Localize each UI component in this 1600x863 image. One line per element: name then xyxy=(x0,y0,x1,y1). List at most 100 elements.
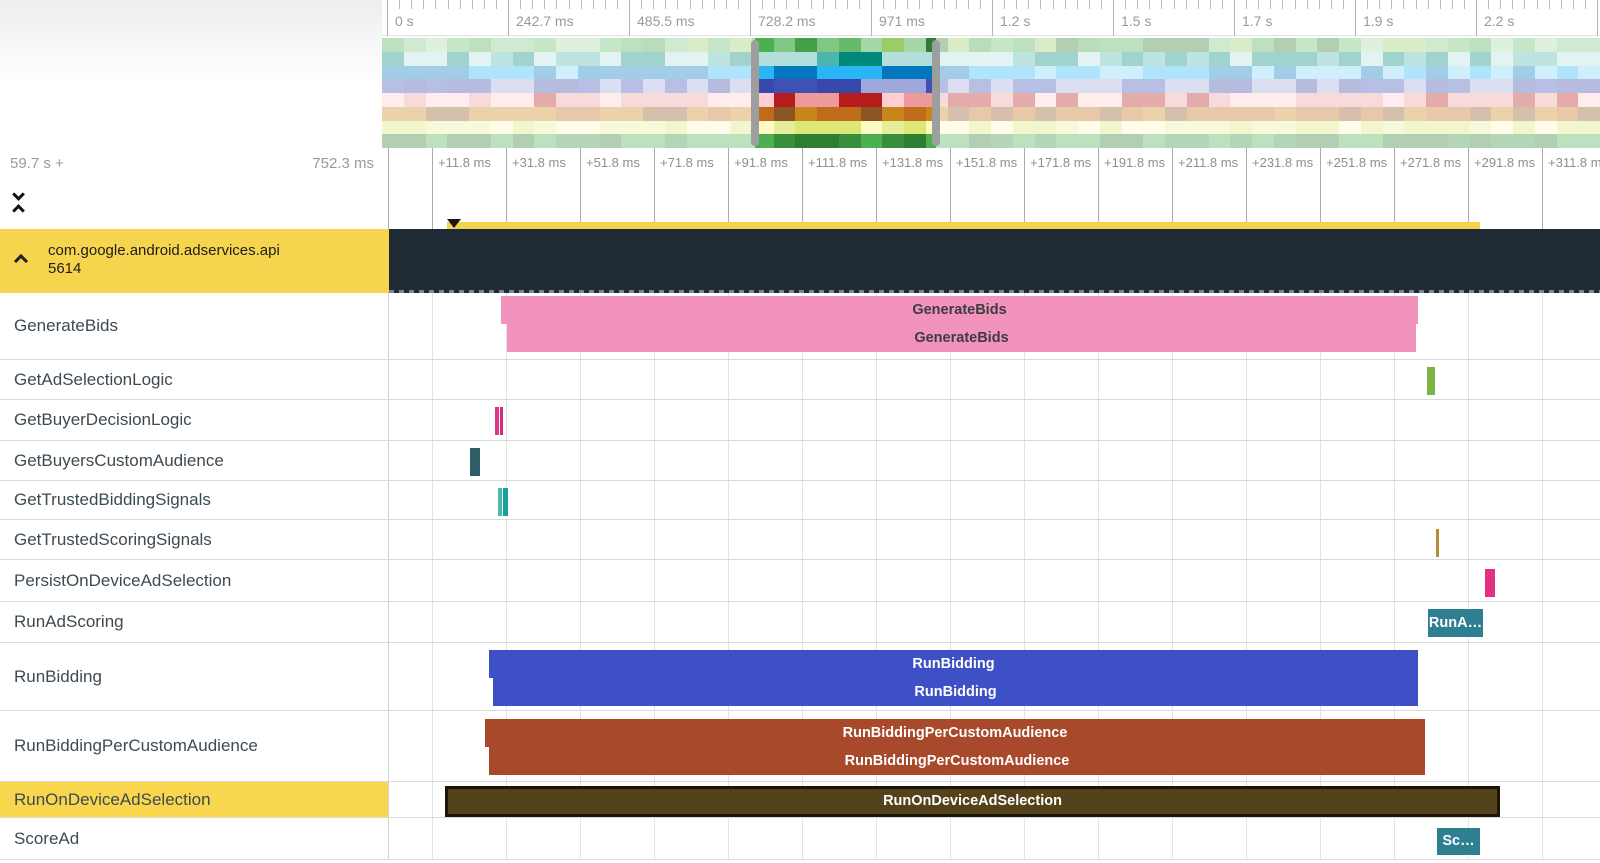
slice-RunA…[interactable]: RunA… xyxy=(1428,609,1483,637)
slice-label: Sc… xyxy=(1442,833,1475,849)
gridline xyxy=(1172,293,1173,860)
track-label[interactable]: GetBuyersCustomAudience xyxy=(14,450,224,470)
track-label[interactable]: RunOnDeviceAdSelection xyxy=(14,789,211,809)
process-group-track[interactable] xyxy=(389,229,1600,293)
zoom-tick-line xyxy=(950,148,951,229)
time-tick-label: 1.9 s xyxy=(1363,13,1394,29)
slice-GetBuyerDecisionLogic[interactable] xyxy=(500,407,503,435)
process-group-header[interactable]: com.google.android.adservices.api 5614 xyxy=(0,229,1600,293)
minor-tick xyxy=(1125,0,1126,9)
minimap-cell xyxy=(817,79,840,94)
zoom-tick-label: +311.8 ms xyxy=(1548,155,1600,170)
zoom-tick-label: +171.8 ms xyxy=(1030,155,1092,170)
minimap-cell xyxy=(795,65,818,80)
minor-tick xyxy=(1149,0,1150,9)
zoom-tick-line xyxy=(1098,148,1099,229)
collapse-up-icon[interactable] xyxy=(12,204,25,217)
track-row[interactable]: PersistOnDeviceAdSelection xyxy=(0,560,1600,602)
minor-tick xyxy=(1089,0,1090,9)
minor-tick xyxy=(448,0,449,9)
slice-GenerateBids[interactable]: GenerateBids xyxy=(501,296,1418,324)
slice-RunBidding[interactable]: RunBidding xyxy=(493,678,1418,706)
minor-tick xyxy=(1440,0,1441,9)
major-tick xyxy=(508,0,509,36)
minor-tick xyxy=(423,0,424,9)
track-row[interactable]: RunAdScoring xyxy=(0,602,1600,643)
track-label[interactable]: RunBiddingPerCustomAudience xyxy=(14,736,258,755)
slice-RunBiddingPerCustomAudience[interactable]: RunBiddingPerCustomAudience xyxy=(489,747,1425,775)
minor-tick xyxy=(484,0,485,9)
track-row[interactable]: GetBuyerDecisionLogic xyxy=(0,400,1600,441)
slice-GetBuyersCustomAudience[interactable] xyxy=(470,448,480,476)
slice-RunBidding[interactable]: RunBidding xyxy=(489,650,1418,678)
minimap-cell xyxy=(882,93,905,108)
selection-marker-icon[interactable] xyxy=(447,219,461,228)
minimap-cell xyxy=(773,134,796,148)
track-row[interactable]: GetTrustedBiddingSignals xyxy=(0,481,1600,520)
slice-GetAdSelectionLogic[interactable] xyxy=(1427,367,1435,395)
viewport-left-handle[interactable] xyxy=(751,40,759,146)
track-row[interactable]: RunBiddingPerCustomAudience xyxy=(0,711,1600,782)
track-row[interactable]: RunOnDeviceAdSelection xyxy=(0,782,1600,818)
track-row[interactable]: GetBuyersCustomAudience xyxy=(0,441,1600,481)
gridline xyxy=(1320,293,1321,860)
minor-tick xyxy=(1137,0,1138,9)
track-label[interactable]: RunAdScoring xyxy=(14,612,124,631)
slice-RunOnDeviceAdSelection[interactable]: RunOnDeviceAdSelection xyxy=(445,786,1500,817)
track-label[interactable]: GetAdSelectionLogic xyxy=(14,369,173,389)
minor-tick xyxy=(472,0,473,9)
gridline xyxy=(580,293,581,860)
track-label[interactable]: GetTrustedBiddingSignals xyxy=(14,490,211,509)
track-label[interactable]: RunBidding xyxy=(14,666,102,686)
minor-tick xyxy=(1307,0,1308,9)
track-label[interactable]: GenerateBids xyxy=(14,316,118,335)
trace-overview-minimap[interactable] xyxy=(382,38,1600,148)
zoom-tick-line xyxy=(802,148,803,229)
slice-GetTrustedScoringSignals[interactable] xyxy=(1436,529,1439,557)
minor-tick xyxy=(1016,0,1017,9)
viewport-start-label: 752.3 ms xyxy=(312,155,374,172)
track-row[interactable]: GetTrustedScoringSignals xyxy=(0,520,1600,560)
slice-GenerateBids[interactable]: GenerateBids xyxy=(507,324,1416,352)
slice-GetTrustedBiddingSignals[interactable] xyxy=(498,488,502,516)
slice-label: GenerateBids xyxy=(914,330,1009,346)
minor-tick xyxy=(774,0,775,9)
process-group-label-cell[interactable]: com.google.android.adservices.api 5614 xyxy=(0,229,389,293)
chevron-up-icon[interactable] xyxy=(13,253,29,269)
ruler-left-panel: 59.7 s + 752.3 ms xyxy=(0,148,388,229)
zoom-tick-label: +51.8 ms xyxy=(586,155,640,170)
time-tick-label: 242.7 ms xyxy=(516,13,574,29)
major-tick xyxy=(750,0,751,36)
minimap-cell xyxy=(860,93,883,108)
collapse-down-icon[interactable] xyxy=(12,188,25,201)
minor-tick xyxy=(968,0,969,9)
minimap-cell xyxy=(838,134,861,148)
slice-Sc…[interactable]: Sc… xyxy=(1437,828,1480,855)
minimap-cell xyxy=(882,51,905,66)
track-label[interactable]: GetBuyerDecisionLogic xyxy=(14,410,192,429)
minor-tick xyxy=(1028,0,1029,9)
track-row[interactable]: RunBidding xyxy=(0,643,1600,711)
slice-label: RunBidding xyxy=(912,656,995,672)
track-label[interactable]: GetTrustedScoringSignals xyxy=(14,529,212,549)
track-label[interactable]: PersistOnDeviceAdSelection xyxy=(14,570,232,590)
minimap-cell xyxy=(795,79,818,94)
area-selection-bar[interactable] xyxy=(447,222,1480,229)
slice-PersistOnDeviceAdSelection[interactable] xyxy=(1485,569,1495,597)
track-row[interactable]: ScoreAd xyxy=(0,818,1600,860)
slice-GetBuyerDecisionLogic[interactable] xyxy=(495,407,499,435)
slice-GetTrustedBiddingSignals[interactable] xyxy=(503,488,508,516)
track-row[interactable]: GenerateBids xyxy=(0,293,1600,360)
minimap-cell xyxy=(860,51,883,66)
minimap-cell xyxy=(838,79,861,94)
viewport-right-handle[interactable] xyxy=(932,40,940,146)
minor-tick xyxy=(556,0,557,9)
slice-RunBiddingPerCustomAudience[interactable]: RunBiddingPerCustomAudience xyxy=(485,719,1425,747)
track-row[interactable]: GetAdSelectionLogic xyxy=(0,360,1600,400)
minimap-cell xyxy=(904,134,927,148)
gridline xyxy=(950,293,951,860)
zoomed-time-ruler[interactable]: 59.7 s + 752.3 ms +11.8 ms +31.8 ms +51.8 … xyxy=(0,148,1600,229)
track-label[interactable]: ScoreAd xyxy=(14,828,80,848)
zoom-tick-line xyxy=(876,148,877,229)
minimap-cell xyxy=(773,106,796,121)
